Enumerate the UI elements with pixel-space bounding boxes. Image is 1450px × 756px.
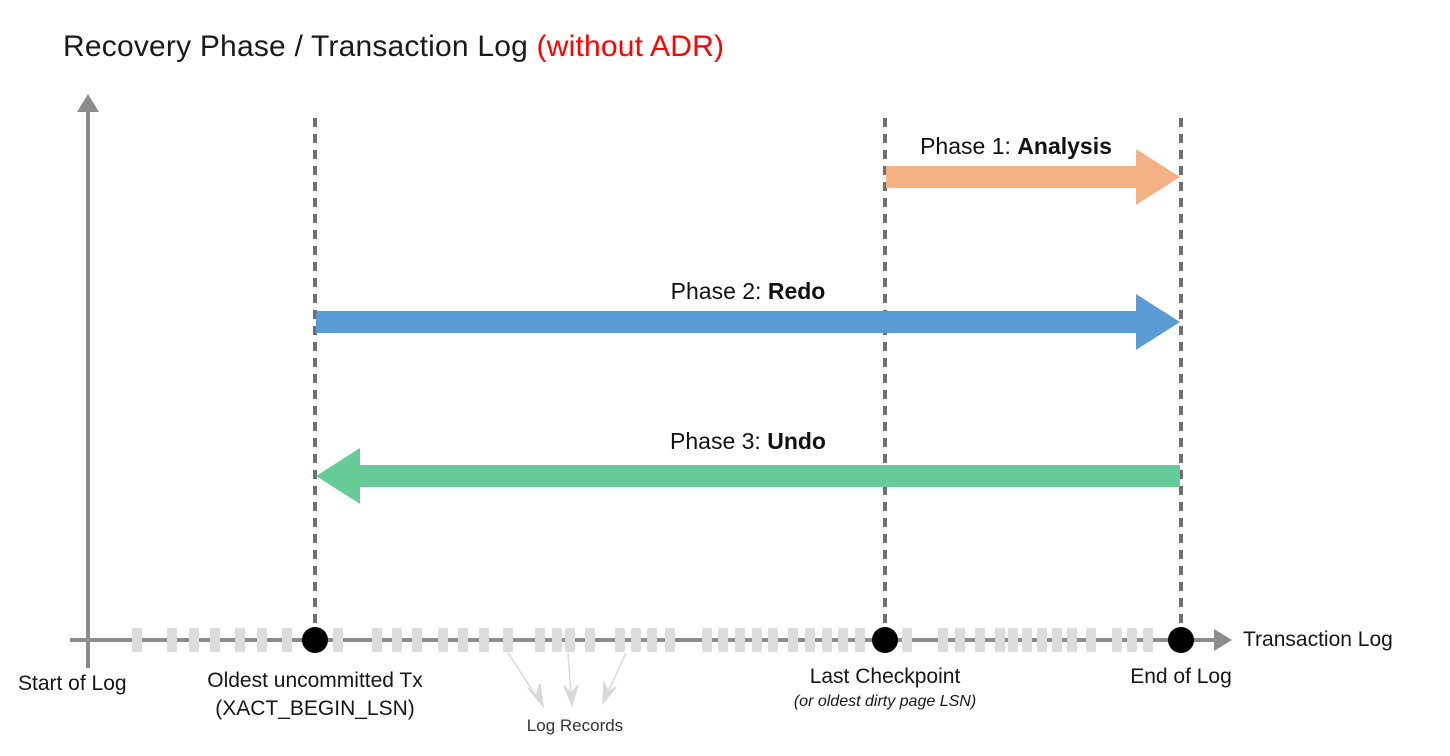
log-record-tick xyxy=(805,628,815,652)
log-record-tick xyxy=(1022,628,1032,652)
start-of-log-label: Start of Log xyxy=(18,672,127,695)
log-record-tick xyxy=(1086,628,1096,652)
log-record-tick xyxy=(665,628,675,652)
log-record-tick xyxy=(210,628,220,652)
log-record-tick xyxy=(458,628,468,652)
y-axis-arrowhead-icon xyxy=(77,94,99,112)
log-record-tick xyxy=(902,628,912,652)
diagram-title: Recovery Phase / Transaction Log (withou… xyxy=(63,30,724,64)
phase3-label-name: Undo xyxy=(767,428,826,454)
log-record-tick xyxy=(838,628,848,652)
log-record-tick xyxy=(855,628,865,652)
phase1-arrowhead-icon xyxy=(1136,149,1180,205)
log-record-tick xyxy=(955,628,965,652)
x-axis-line xyxy=(70,638,1220,642)
log-record-tick xyxy=(975,628,985,652)
log-record-tick xyxy=(702,628,712,652)
log-record-tick xyxy=(552,628,562,652)
marker-dashed-line xyxy=(883,118,887,632)
log-record-tick xyxy=(1143,628,1153,652)
phase2-label-name: Redo xyxy=(767,278,826,304)
log-record-tick xyxy=(372,628,382,652)
log-record-tick xyxy=(735,628,745,652)
log-record-tick xyxy=(647,628,657,652)
xact-begin-lsn-label: (XACT_BEGIN_LSN) xyxy=(215,697,415,721)
x-axis-arrowhead-icon xyxy=(1214,629,1232,651)
log-record-tick xyxy=(282,628,292,652)
oldest-uncommitted-tx-label: Oldest uncommitted Tx (XACT_BEGIN_LSN) xyxy=(155,667,475,724)
phase3-arrowhead-icon xyxy=(316,448,360,504)
phase3-label: Phase 3: Undo xyxy=(316,428,1180,455)
log-record-tick xyxy=(479,628,489,652)
marker-dot xyxy=(1168,627,1194,653)
last-checkpoint-label: Last Checkpoint (or oldest dirty page LS… xyxy=(785,665,985,713)
phase3-arrow-body xyxy=(358,465,1180,487)
phase1-arrow-body xyxy=(886,166,1138,188)
end-of-log-label: End of Log xyxy=(1130,665,1232,688)
log-record-tick xyxy=(189,628,199,652)
title-highlight: (without ADR) xyxy=(536,30,725,63)
phase1-label-name: Analysis xyxy=(1017,133,1112,159)
log-record-tick xyxy=(822,628,832,652)
log-record-tick xyxy=(167,628,177,652)
log-record-tick xyxy=(1112,628,1122,652)
title-main: Recovery Phase / Transaction Log xyxy=(63,30,537,63)
marker-dashed-line xyxy=(313,118,317,632)
phase2-label: Phase 2: Redo xyxy=(316,278,1180,305)
log-record-tick xyxy=(1008,628,1018,652)
phase2-arrow-body xyxy=(316,311,1138,333)
y-axis-line xyxy=(86,108,90,668)
log-record-tick xyxy=(938,628,948,652)
marker-dot xyxy=(872,627,898,653)
log-record-tick xyxy=(1037,628,1047,652)
log-record-tick xyxy=(995,628,1005,652)
log-record-tick xyxy=(392,628,402,652)
oldest-dirty-page-lsn-label: (or oldest dirty page LSN) xyxy=(793,693,977,710)
log-record-tick xyxy=(768,628,778,652)
log-record-tick xyxy=(438,628,448,652)
log-record-tick xyxy=(235,628,245,652)
log-records-label: Log Records xyxy=(526,716,624,735)
log-record-tick xyxy=(752,628,762,652)
log-record-tick xyxy=(718,628,728,652)
phase2-arrowhead-icon xyxy=(1136,294,1180,350)
transaction-log-axis-label: Transaction Log xyxy=(1243,628,1393,651)
phase1-label-prefix: Phase 1: xyxy=(920,133,1018,159)
log-record-tick xyxy=(132,628,142,652)
log-record-tick xyxy=(535,628,545,652)
log-record-tick xyxy=(1052,628,1062,652)
phase2-label-prefix: Phase 2: xyxy=(670,278,768,304)
last-checkpoint-title: Last Checkpoint xyxy=(809,665,961,688)
log-record-tick xyxy=(333,628,343,652)
marker-dot xyxy=(302,627,328,653)
marker-dashed-line xyxy=(1179,118,1183,632)
log-record-tick xyxy=(565,628,575,652)
log-record-tick xyxy=(257,628,267,652)
log-record-tick xyxy=(412,628,422,652)
phase3-label-prefix: Phase 3: xyxy=(670,428,768,454)
log-record-tick xyxy=(503,628,513,652)
log-record-tick xyxy=(615,628,625,652)
phase1-label: Phase 1: Analysis xyxy=(886,133,1146,160)
log-record-tick xyxy=(788,628,798,652)
log-record-tick xyxy=(1067,628,1077,652)
log-record-tick xyxy=(585,628,595,652)
log-record-tick xyxy=(1127,628,1137,652)
oldest-uncommitted-tx-title: Oldest uncommitted Tx xyxy=(207,669,423,692)
log-record-tick xyxy=(631,628,641,652)
